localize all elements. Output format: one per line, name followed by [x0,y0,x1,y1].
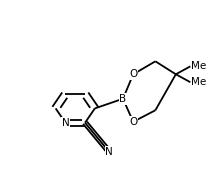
Text: N: N [62,118,69,128]
Text: O: O [129,69,137,79]
Text: N: N [105,147,113,157]
Text: Me: Me [191,77,206,87]
Text: O: O [129,117,137,127]
Text: B: B [119,94,126,104]
Text: Me: Me [191,61,206,71]
